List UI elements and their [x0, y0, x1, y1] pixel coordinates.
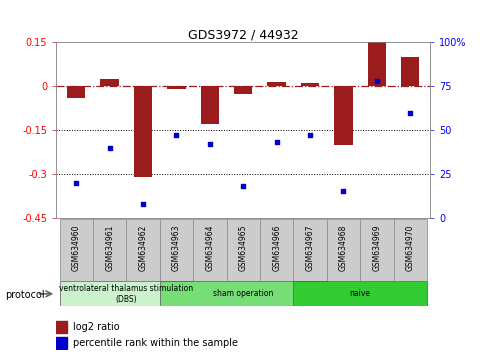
Bar	[193, 219, 226, 281]
Point	[305, 132, 313, 138]
Point	[205, 141, 213, 147]
Text: naive: naive	[349, 289, 370, 298]
Text: GSM634960: GSM634960	[72, 224, 81, 271]
Bar	[93, 219, 126, 281]
Point	[105, 145, 113, 150]
Bar	[334, 86, 352, 145]
Text: GSM634966: GSM634966	[272, 224, 281, 271]
Bar	[360, 219, 393, 281]
Text: GSM634967: GSM634967	[305, 224, 314, 271]
Bar	[293, 281, 426, 306]
Point	[406, 110, 413, 115]
Point	[339, 189, 346, 194]
Text: GSM634963: GSM634963	[172, 224, 181, 271]
Bar	[134, 86, 152, 177]
Bar	[393, 219, 426, 281]
Bar	[293, 219, 326, 281]
Text: GSM634964: GSM634964	[205, 224, 214, 271]
Bar	[260, 219, 293, 281]
Bar	[234, 86, 252, 93]
Text: GSM634965: GSM634965	[238, 224, 247, 271]
Text: GSM634961: GSM634961	[105, 224, 114, 271]
Bar	[367, 42, 385, 86]
Bar	[200, 86, 219, 124]
Text: protocol: protocol	[5, 290, 44, 299]
Point	[72, 180, 80, 185]
Bar	[60, 281, 193, 306]
Point	[239, 183, 246, 189]
Bar	[160, 219, 193, 281]
Bar	[160, 281, 326, 306]
Bar	[101, 79, 119, 86]
Bar	[126, 219, 160, 281]
Bar	[326, 219, 360, 281]
Text: percentile rank within the sample: percentile rank within the sample	[73, 338, 238, 348]
Title: GDS3972 / 44932: GDS3972 / 44932	[187, 28, 298, 41]
Bar	[300, 84, 319, 86]
Bar	[56, 337, 66, 349]
Text: log2 ratio: log2 ratio	[73, 322, 120, 332]
Bar	[267, 82, 285, 86]
Text: sham operation: sham operation	[213, 289, 273, 298]
Text: GSM634970: GSM634970	[405, 224, 414, 271]
Bar	[226, 219, 260, 281]
Bar	[167, 86, 185, 89]
Bar	[60, 219, 93, 281]
Point	[172, 132, 180, 138]
Bar	[67, 86, 85, 98]
Text: GSM634968: GSM634968	[338, 224, 347, 271]
Point	[272, 139, 280, 145]
Text: GSM634969: GSM634969	[372, 224, 381, 271]
Point	[139, 201, 147, 206]
Text: ventrolateral thalamus stimulation
(DBS): ventrolateral thalamus stimulation (DBS)	[59, 284, 193, 303]
Point	[372, 78, 380, 84]
Bar	[56, 321, 66, 333]
Text: GSM634962: GSM634962	[138, 224, 147, 271]
Bar	[400, 57, 419, 86]
